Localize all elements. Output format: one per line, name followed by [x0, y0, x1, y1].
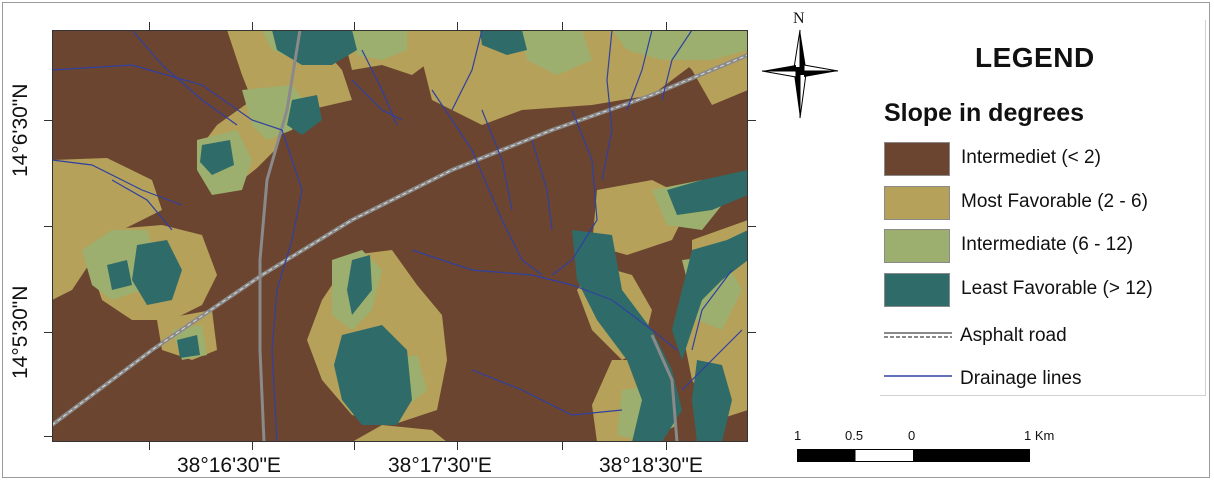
north-arrow-icon: [761, 29, 839, 119]
legend-title: LEGEND: [975, 42, 1095, 73]
x-tick-2: [252, 22, 253, 30]
legend-box-bottom: [880, 395, 1206, 396]
scale-label: 0.5: [845, 428, 864, 443]
x-tick-b5: [562, 442, 563, 450]
legend-label-2-6: Most Favorable (2 - 6): [961, 191, 1148, 212]
y-tick-label: 14°5'30"N: [9, 285, 32, 379]
legend-swatch-2-6: [884, 186, 950, 220]
legend-label-gt12: Least Favorable (> 12): [961, 278, 1153, 299]
x-tick-label: 38°16'30"E: [177, 454, 281, 477]
legend-label-lt2: Intermediet (< 2): [961, 147, 1101, 168]
y-tick-r1: [748, 120, 756, 121]
x-tick-label: 38°18'30"E: [599, 454, 703, 477]
legend-box-right: [1205, 20, 1206, 396]
scale-bar: [797, 449, 1030, 462]
x-tick-6: [666, 22, 667, 30]
y-tick-2: [44, 226, 52, 227]
scale-label: 1: [794, 428, 802, 443]
x-tick-3: [354, 22, 355, 30]
y-tick-r2: [748, 226, 756, 227]
x-tick-b2: [252, 442, 253, 450]
road-symbol: [884, 332, 952, 338]
map-neatline: [52, 30, 748, 442]
asphalt-road-center: [52, 54, 748, 426]
drainage-symbol: [884, 375, 952, 377]
legend-swatch-6-12: [884, 229, 950, 263]
asphalt-road-branch: [258, 30, 302, 442]
north-label: N: [793, 10, 805, 27]
legend-swatch-lt2: [884, 142, 950, 176]
x-tick-b3: [354, 442, 355, 450]
legend-label-drainage: Drainage lines: [960, 368, 1082, 389]
legend-label-road: Asphalt road: [960, 325, 1067, 346]
y-tick-3: [44, 332, 52, 333]
slope-class-gt12-areas: [107, 30, 748, 442]
y-tick-r3: [748, 332, 756, 333]
x-tick-label: 38°17'30"E: [388, 454, 492, 477]
slope-map[interactable]: [44, 22, 756, 450]
x-tick-b1: [149, 442, 150, 450]
scale-label: 1 Km: [1024, 428, 1055, 443]
slope-map-canvas: [52, 30, 748, 442]
x-tick-4: [457, 22, 458, 30]
legend-subtitle: Slope in degrees: [884, 99, 1085, 127]
x-tick-b4: [457, 442, 458, 450]
scale-label: 0: [908, 428, 916, 443]
legend-label-6-12: Intermediate (6 - 12): [961, 234, 1134, 255]
x-tick-1: [149, 22, 150, 30]
x-tick-5: [562, 22, 563, 30]
y-tick-label: 14°6'30"N: [9, 83, 32, 177]
y-tick-4: [44, 436, 52, 437]
x-tick-b6: [666, 442, 667, 450]
asphalt-road-branch-2: [650, 334, 679, 442]
drainage-lines: [52, 30, 743, 442]
legend-swatch-gt12: [884, 273, 950, 307]
y-tick-1: [44, 120, 52, 121]
